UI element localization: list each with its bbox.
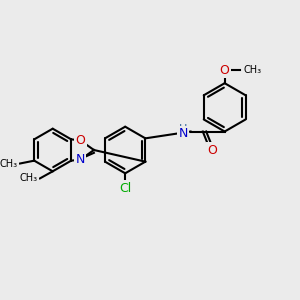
Text: O: O [207, 143, 217, 157]
Text: O: O [76, 134, 85, 147]
Text: CH₃: CH₃ [0, 158, 18, 169]
Text: CH₃: CH₃ [243, 65, 261, 75]
Text: N: N [76, 153, 85, 166]
Text: Cl: Cl [119, 182, 131, 195]
Text: CH₃: CH₃ [20, 173, 38, 183]
Text: H: H [179, 124, 188, 134]
Text: O: O [220, 64, 230, 77]
Text: N: N [178, 127, 188, 140]
